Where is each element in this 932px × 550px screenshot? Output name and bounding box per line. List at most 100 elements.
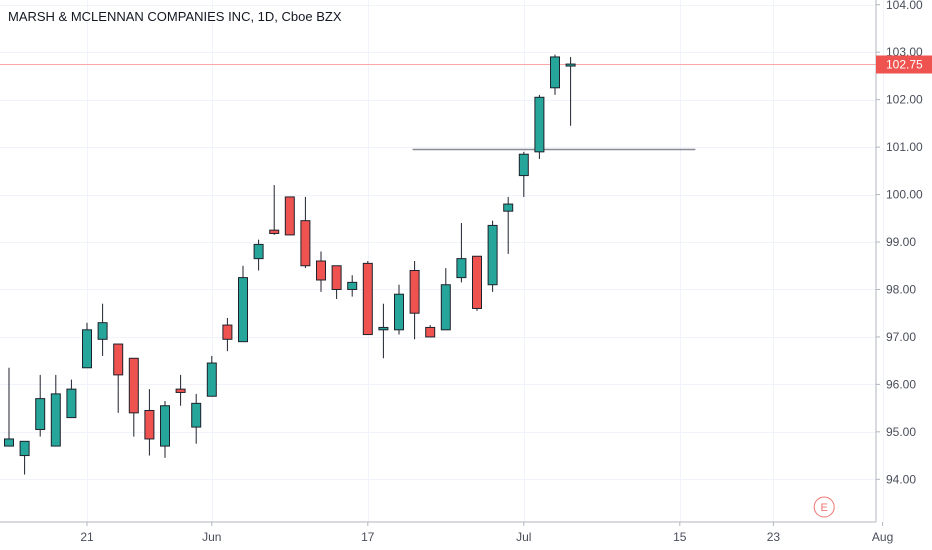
candle-body-up	[66, 388, 77, 419]
candle-body-up	[82, 329, 92, 369]
candle-body-down	[316, 260, 326, 281]
candle[interactable]	[35, 374, 46, 437]
candle[interactable]	[503, 196, 514, 254]
candle-body-up	[550, 56, 560, 89]
candles[interactable]	[4, 54, 576, 475]
candle-body-down	[144, 409, 155, 440]
candle-body-up	[534, 96, 545, 153]
candle[interactable]	[113, 343, 124, 413]
time-tick-label: Aug	[872, 530, 893, 544]
candle-body-up	[518, 153, 529, 177]
time-tick-label: Jul	[516, 530, 531, 544]
price-tick-label: 94.00	[886, 472, 916, 486]
candle-body-down	[331, 265, 342, 290]
candle-body-down	[222, 324, 233, 340]
candle-body-up	[35, 398, 46, 430]
price-tick-label: 104.00	[886, 0, 923, 12]
candle-body-up	[206, 362, 217, 397]
candle-body-down	[284, 196, 295, 236]
candle[interactable]	[472, 255, 482, 311]
candle[interactable]	[518, 151, 529, 197]
last-price-tag: 102.75	[876, 55, 932, 74]
candle-body-up	[97, 322, 108, 340]
candle[interactable]	[534, 94, 545, 159]
time-tick-label: 17	[361, 530, 375, 544]
candle-body-down	[113, 343, 124, 376]
candle[interactable]	[253, 239, 264, 271]
candle-body-down	[300, 220, 311, 267]
candle[interactable]	[347, 275, 358, 297]
price-tick-label: 102.00	[886, 93, 923, 107]
candle[interactable]	[4, 367, 14, 447]
price-tick-label: 100.00	[886, 188, 923, 202]
candle-body-down	[175, 388, 186, 393]
price-tick-label: 97.00	[886, 330, 916, 344]
candle[interactable]	[238, 265, 248, 343]
candle-body-down	[362, 262, 373, 336]
price-tick-label: 96.00	[886, 377, 916, 391]
candle[interactable]	[19, 440, 30, 475]
price-tick-label: 99.00	[886, 235, 916, 249]
candle[interactable]	[160, 400, 170, 458]
candle-body-up	[487, 224, 498, 286]
candle-body-up	[4, 438, 14, 447]
candle[interactable]	[550, 54, 560, 95]
candle[interactable]	[97, 303, 108, 356]
chart-title: MARSH & MCLENNAN COMPANIES INC, 1D, Cboe…	[8, 9, 342, 24]
time-tick-label: 23	[767, 530, 781, 544]
candle[interactable]	[456, 223, 467, 283]
price-axis[interactable]: 94.00 95.00 96.00 97.00 98.00 99.00 100.00 101.…	[876, 0, 923, 486]
earnings-marker[interactable]: E	[813, 496, 835, 518]
candle[interactable]	[269, 185, 280, 235]
last-price-tag-label: 102.75	[886, 58, 923, 72]
candle-body-up	[253, 243, 264, 260]
candle[interactable]	[175, 374, 186, 406]
candle[interactable]	[66, 379, 77, 419]
candle[interactable]	[144, 389, 155, 456]
grid	[0, 0, 884, 522]
candle-body-up	[394, 293, 404, 331]
candle[interactable]	[284, 196, 295, 236]
earnings-icon[interactable]	[813, 496, 835, 518]
candle[interactable]	[316, 251, 326, 292]
candle-body-up	[456, 258, 467, 279]
candle[interactable]	[378, 303, 389, 359]
candle-body-up	[378, 326, 389, 331]
candle[interactable]	[50, 374, 61, 447]
candle[interactable]	[128, 357, 139, 437]
candle-body-up	[440, 284, 451, 331]
candle-body-down	[425, 326, 436, 338]
candle-body-down	[409, 269, 420, 314]
price-tick-label: 101.00	[886, 140, 923, 154]
candle[interactable]	[409, 261, 420, 340]
time-tick-label: 15	[673, 530, 687, 544]
earnings-label: E	[821, 502, 828, 514]
candle[interactable]	[440, 268, 451, 331]
candle[interactable]	[222, 317, 233, 352]
candle-body-down	[472, 255, 482, 309]
candle-body-up	[50, 393, 61, 447]
candle[interactable]	[191, 393, 202, 444]
candle[interactable]	[394, 284, 404, 335]
candle[interactable]	[362, 261, 373, 336]
time-axis[interactable]: 21 Jun 17 Jul 15 23 Aug	[80, 522, 893, 544]
candle-body-up	[160, 405, 170, 447]
candle[interactable]	[331, 265, 342, 299]
last-price-tag-background	[876, 55, 932, 74]
candle[interactable]	[300, 196, 311, 269]
candle-body-up	[19, 440, 30, 457]
candle[interactable]	[425, 325, 436, 338]
candle-body-down	[128, 357, 139, 414]
candle[interactable]	[82, 322, 92, 369]
candle-body-up	[565, 63, 576, 67]
candle-body-down	[269, 229, 280, 234]
candle[interactable]	[206, 355, 217, 397]
candle-body-up	[238, 277, 248, 343]
candle-body-up	[503, 203, 514, 212]
candle[interactable]	[487, 220, 498, 292]
time-tick-label: Jun	[202, 530, 221, 544]
candle[interactable]	[565, 56, 576, 126]
price-tick-label: 98.00	[886, 282, 916, 296]
time-tick-label: 21	[80, 530, 94, 544]
